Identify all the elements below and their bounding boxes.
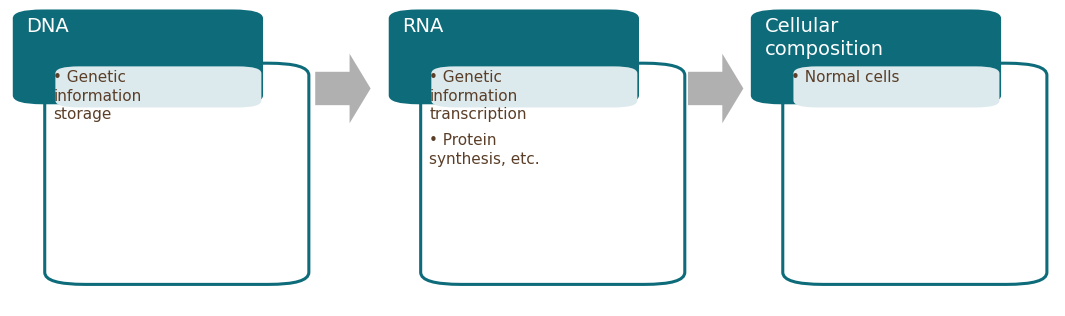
Polygon shape [315, 54, 371, 123]
FancyBboxPatch shape [55, 66, 261, 107]
FancyBboxPatch shape [783, 63, 1047, 284]
Text: • Normal cells: • Normal cells [791, 70, 900, 85]
FancyBboxPatch shape [45, 63, 309, 284]
Text: DNA: DNA [27, 17, 69, 36]
FancyBboxPatch shape [793, 66, 999, 107]
FancyBboxPatch shape [431, 66, 637, 107]
FancyBboxPatch shape [13, 9, 263, 104]
FancyBboxPatch shape [751, 9, 1001, 104]
Text: Cellular
composition: Cellular composition [765, 17, 884, 59]
FancyBboxPatch shape [389, 9, 639, 104]
Text: RNA: RNA [403, 17, 444, 36]
Text: • Genetic
information
storage: • Genetic information storage [53, 70, 142, 122]
Polygon shape [688, 54, 743, 123]
FancyBboxPatch shape [421, 63, 685, 284]
Text: • Protein
synthesis, etc.: • Protein synthesis, etc. [429, 133, 540, 167]
Text: • Genetic
information
transcription: • Genetic information transcription [429, 70, 527, 122]
